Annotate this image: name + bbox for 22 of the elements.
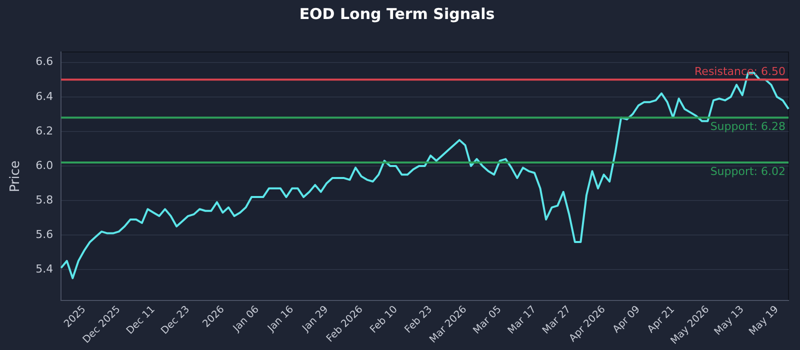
chart-title: EOD Long Term Signals bbox=[299, 4, 495, 23]
x-tick-label: Mar 17 bbox=[506, 304, 538, 336]
y-tick-label: 5.8 bbox=[36, 193, 54, 206]
x-tick-label: Jan 06 bbox=[230, 304, 262, 335]
x-tick-label: Jan 29 bbox=[300, 304, 331, 335]
x-tick-label: Dec 11 bbox=[124, 304, 158, 337]
x-tick-label: Apr 09 bbox=[611, 304, 642, 336]
x-tick-label: Dec 23 bbox=[159, 304, 192, 337]
y-tick-label: 6.6 bbox=[36, 55, 54, 68]
x-tick-label: Jan 16 bbox=[265, 304, 296, 335]
y-axis-title: Price bbox=[8, 160, 24, 192]
y-tick-label: 6.0 bbox=[36, 158, 54, 172]
y-tick-label: 6.4 bbox=[36, 90, 54, 103]
x-tick-label: Mar 05 bbox=[471, 304, 504, 336]
ref-line-label: Support: 6.28 bbox=[710, 120, 786, 133]
x-tick-label: Feb 10 bbox=[368, 304, 400, 336]
ref-line-label: Resistance: 6.50 bbox=[694, 64, 786, 78]
y-tick-label: 6.2 bbox=[36, 124, 54, 138]
y-tick-label: 5.4 bbox=[36, 262, 54, 276]
y-tick-label: 5.6 bbox=[36, 228, 54, 241]
x-tick-label: Apr 21 bbox=[646, 304, 678, 336]
ref-line-label: Support: 6.02 bbox=[710, 164, 786, 178]
